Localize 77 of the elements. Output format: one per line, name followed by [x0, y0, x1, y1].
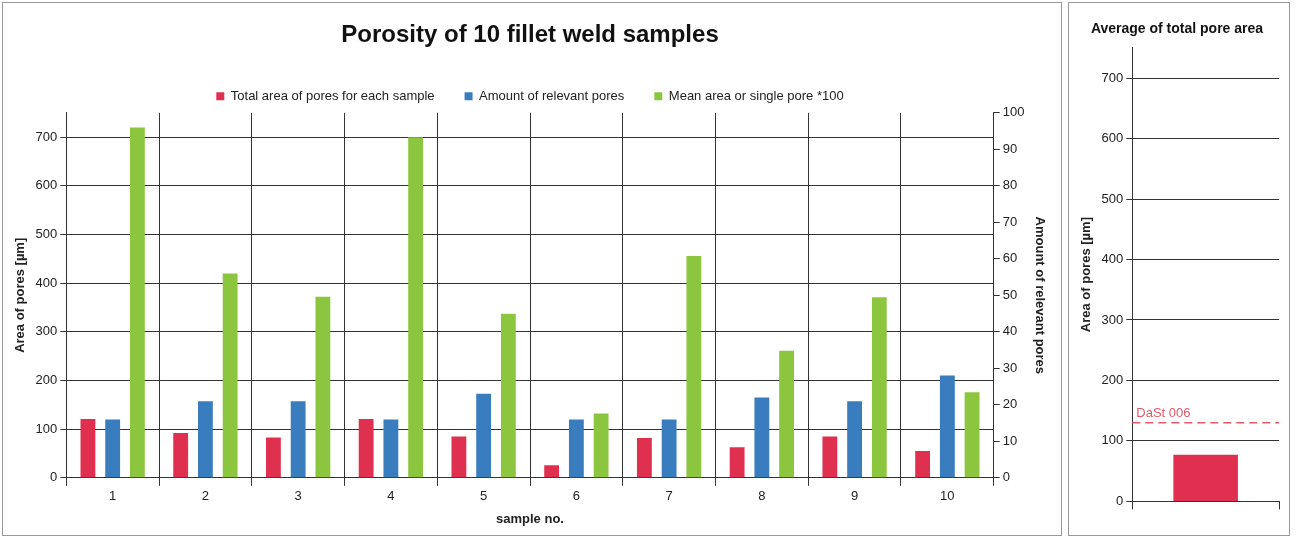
bar [290, 401, 306, 478]
bar [129, 127, 145, 478]
y2-tick-label: 30 [1002, 359, 1018, 375]
bar [197, 401, 213, 478]
bar [544, 465, 560, 478]
y2-tick-label: 20 [1002, 396, 1018, 412]
y-tick-label: 400 [1101, 251, 1124, 267]
x-tick-label: 8 [758, 488, 766, 504]
bar [222, 273, 238, 478]
bar [636, 437, 652, 478]
bar [661, 419, 677, 478]
y-tick-label: 300 [1101, 311, 1124, 327]
y-tick-label: 400 [35, 274, 58, 290]
x-tick-label: 6 [572, 488, 580, 504]
bar [451, 436, 467, 478]
legend-label: Amount of relevant pores [479, 87, 625, 103]
bar [779, 350, 795, 478]
y2-tick-label: 100 [1002, 104, 1025, 120]
y2-tick-label: 80 [1002, 177, 1018, 193]
y2-tick-label: 90 [1002, 140, 1018, 156]
x-tick-label: 3 [294, 488, 302, 504]
y-tick-label: 100 [35, 420, 58, 436]
bar [871, 297, 887, 478]
bar [315, 296, 331, 478]
bar [593, 413, 609, 478]
x-tick-label: 9 [850, 488, 859, 504]
bar [568, 419, 584, 478]
bar [754, 397, 770, 478]
bar [80, 418, 96, 478]
bar [847, 401, 863, 478]
x-tick-label: 1 [109, 488, 117, 504]
y-tick-label: 200 [35, 372, 58, 388]
bar [383, 419, 399, 478]
bar [939, 375, 955, 478]
y2-axis-title: Amount of relevant pores [1032, 216, 1048, 375]
y2-tick-label: 50 [1002, 286, 1018, 302]
y-tick-label: 500 [35, 226, 58, 242]
y-tick-label: 300 [35, 323, 58, 339]
bar [729, 447, 745, 478]
x-tick-label: 2 [201, 488, 210, 504]
chart-title: Porosity of 10 fillet weld samples [341, 20, 719, 48]
bar [476, 393, 492, 478]
bar [686, 255, 702, 478]
bar [105, 419, 121, 478]
y-axis-title: Area of pores [µm] [12, 237, 28, 353]
y2-tick-label: 70 [1002, 213, 1018, 229]
ref-line-label: DaSt 006 [1136, 404, 1191, 420]
y2-tick-label: 0 [1002, 469, 1010, 485]
y-tick-label: 700 [1101, 69, 1124, 85]
y-axis-title: Area of pores [µm] [1078, 217, 1094, 333]
bar [964, 392, 980, 478]
x-axis-title: sample no. [496, 510, 564, 526]
y2-tick-label: 10 [1002, 432, 1018, 448]
y-tick-label: 700 [35, 128, 58, 144]
x-tick-label: 7 [665, 488, 673, 504]
x-tick-label: 10 [940, 488, 955, 504]
legend-label: Total area of pores for each sample [230, 87, 435, 103]
y-tick-label: 500 [1101, 190, 1124, 206]
bar [173, 433, 189, 478]
legend-label: Mean area or single pore *100 [668, 87, 844, 103]
bar [500, 313, 516, 478]
y-tick-label: 100 [1101, 432, 1124, 448]
x-tick-label: 5 [480, 488, 488, 504]
y-tick-label: 0 [1116, 492, 1124, 508]
y2-tick-label: 40 [1002, 323, 1018, 339]
bar [408, 137, 424, 478]
bar [915, 451, 931, 478]
y-tick-label: 600 [1101, 130, 1124, 146]
y-tick-label: 0 [50, 469, 58, 485]
y-tick-label: 600 [35, 177, 58, 193]
y-tick-label: 200 [1101, 372, 1124, 388]
bar [822, 436, 838, 478]
bar [265, 437, 281, 478]
y2-tick-label: 60 [1002, 250, 1018, 266]
x-tick-label: 4 [387, 488, 395, 504]
chart-title: Average of total pore area [1090, 20, 1264, 37]
bar [358, 418, 374, 478]
